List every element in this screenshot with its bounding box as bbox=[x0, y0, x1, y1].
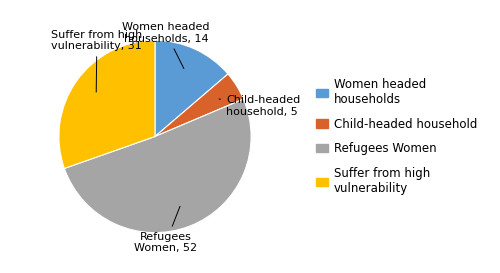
Wedge shape bbox=[59, 40, 155, 168]
Legend: Women headed
households, Child-headed household, Refugees Women, Suffer from hig: Women headed households, Child-headed ho… bbox=[316, 78, 477, 195]
Wedge shape bbox=[64, 99, 251, 233]
Text: Child-headed
household, 5: Child-headed household, 5 bbox=[219, 95, 300, 117]
Text: Women headed
households, 14: Women headed households, 14 bbox=[122, 22, 210, 69]
Wedge shape bbox=[155, 74, 244, 136]
Wedge shape bbox=[155, 40, 228, 136]
Text: Suffer from high
vulnerability, 31: Suffer from high vulnerability, 31 bbox=[52, 29, 142, 92]
Text: Refugees
Women, 52: Refugees Women, 52 bbox=[134, 206, 198, 253]
